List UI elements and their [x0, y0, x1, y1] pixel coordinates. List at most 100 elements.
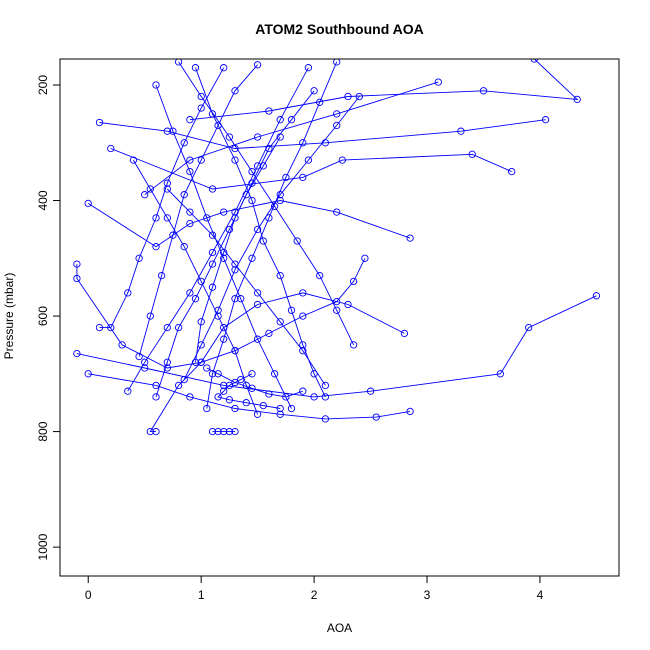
data-point: [304, 156, 313, 164]
data-point: [310, 87, 318, 95]
data-point: [304, 64, 313, 72]
series-line: [189, 59, 579, 121]
data-point: [141, 191, 149, 199]
data-point: [231, 87, 239, 95]
data-point: [214, 393, 222, 401]
data-point: [174, 381, 183, 390]
data-point: [186, 208, 194, 216]
data-point: [174, 59, 183, 66]
data-point: [118, 341, 126, 349]
data-point: [248, 196, 256, 205]
data-point: [333, 306, 341, 314]
data-point: [321, 381, 330, 390]
data-point: [406, 407, 414, 416]
data-point: [225, 396, 234, 404]
series-line: [183, 96, 360, 380]
series-20: [152, 133, 284, 401]
series-5: [73, 292, 601, 401]
series-line: [195, 90, 315, 363]
data-point: [321, 415, 330, 423]
series-12: [203, 59, 341, 413]
series-line: [166, 188, 326, 386]
data-point: [248, 167, 256, 176]
data-point: [73, 274, 81, 283]
data-point: [282, 393, 290, 401]
data-point: [225, 381, 234, 390]
data-point: [276, 196, 284, 205]
data-point: [152, 214, 160, 222]
data-point: [225, 225, 234, 234]
series-15: [180, 92, 363, 384]
data-point: [220, 254, 228, 262]
data-point: [299, 387, 307, 395]
data-point: [270, 370, 279, 378]
data-point: [299, 312, 307, 320]
data-point: [208, 231, 217, 239]
data-point: [152, 393, 160, 401]
data-point: [310, 370, 318, 378]
data-point: [248, 384, 256, 392]
data-point: [208, 185, 217, 193]
data-point: [253, 410, 262, 418]
data-point: [208, 283, 217, 291]
x-tick-label: 2: [311, 588, 318, 602]
data-point: [191, 295, 200, 303]
data-point: [186, 289, 194, 297]
data-point: [525, 323, 533, 332]
data-point: [203, 214, 211, 222]
data-point: [146, 185, 154, 193]
data-point: [197, 156, 205, 164]
data-point: [231, 427, 239, 436]
data-point: [530, 59, 538, 63]
data-point: [349, 277, 358, 286]
series-9: [208, 427, 239, 436]
y-tick-label: 200: [36, 75, 50, 95]
data-point: [146, 427, 154, 436]
data-point: [152, 427, 160, 436]
data-point: [163, 185, 171, 193]
data-point: [107, 323, 115, 332]
series-17: [174, 59, 358, 349]
series-line: [144, 81, 439, 196]
data-point: [169, 231, 177, 239]
y-tick-label: 400: [36, 190, 50, 210]
series-22: [214, 370, 284, 413]
series-23: [203, 364, 307, 401]
series-16: [135, 61, 262, 361]
series-line: [76, 295, 597, 398]
data-point: [344, 300, 352, 309]
data-point: [231, 156, 239, 164]
data-point: [220, 335, 228, 343]
data-point: [191, 358, 200, 366]
series-14: [152, 81, 296, 413]
series-2: [107, 144, 516, 193]
data-point: [231, 266, 239, 274]
data-point: [95, 118, 104, 127]
data-point: [276, 271, 284, 280]
data-point: [231, 404, 239, 413]
data-point: [186, 116, 194, 124]
data-point: [248, 370, 256, 378]
data-point: [129, 156, 138, 164]
data-point: [163, 364, 171, 372]
x-tick-label: 1: [198, 588, 205, 602]
data-point: [253, 225, 262, 234]
y-tick-label: 600: [36, 306, 50, 326]
x-tick-label: 4: [537, 588, 544, 602]
data-point: [253, 289, 262, 297]
data-point: [265, 390, 273, 398]
data-point: [406, 234, 414, 242]
data-point: [220, 208, 228, 216]
data-point: [163, 358, 171, 366]
data-point: [259, 237, 267, 245]
data-point: [197, 358, 205, 366]
data-point: [208, 260, 217, 268]
data-point: [316, 98, 324, 106]
data-point: [169, 127, 177, 135]
data-point: [259, 401, 267, 410]
data-point: [220, 387, 228, 395]
data-point: [333, 208, 341, 216]
data-point: [237, 295, 245, 303]
series-3: [141, 78, 442, 199]
